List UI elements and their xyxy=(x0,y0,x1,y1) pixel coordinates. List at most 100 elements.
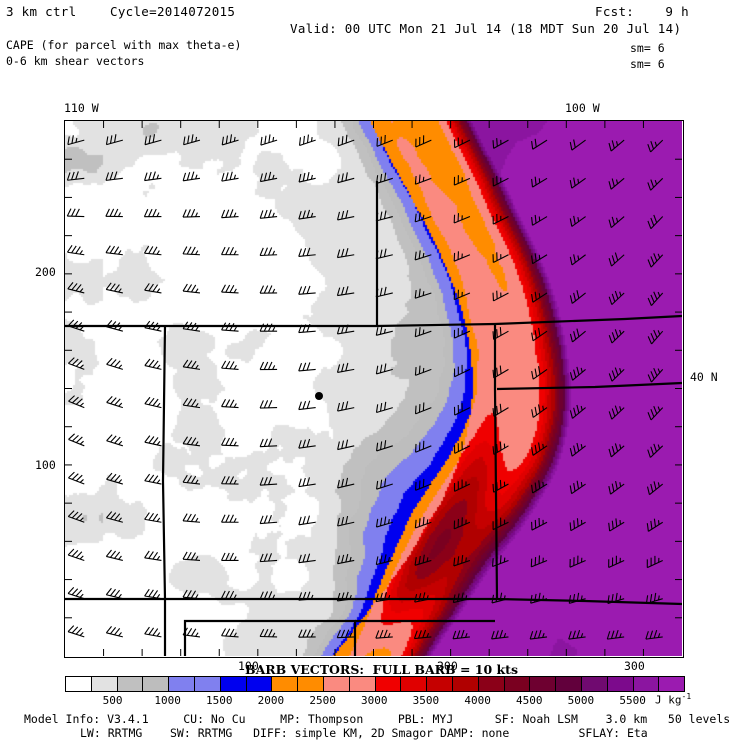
colorbar-cell-4 xyxy=(169,677,195,691)
wind-barb xyxy=(375,592,393,603)
cape-shaded-field xyxy=(65,121,682,656)
wind-barb xyxy=(531,291,548,303)
wind-barb xyxy=(182,208,200,218)
wind-barb xyxy=(221,246,239,256)
colorbar-cell-12 xyxy=(375,677,402,691)
wind-barb xyxy=(144,550,162,562)
colorbar-cell-22 xyxy=(633,677,660,691)
wind-barb xyxy=(336,324,355,335)
wind-barb xyxy=(608,139,625,152)
wind-barb xyxy=(453,554,471,567)
wind-barb xyxy=(182,627,201,638)
colorbar-cell-14 xyxy=(427,677,453,691)
wind-barb xyxy=(105,587,123,600)
wind-barb xyxy=(375,286,393,298)
wind-barb xyxy=(298,247,316,258)
state-border-3 xyxy=(493,324,499,600)
wind-barb xyxy=(647,329,664,345)
colorbar-cell-18 xyxy=(530,677,557,691)
wind-barb xyxy=(259,323,278,332)
wind-barb xyxy=(298,172,316,183)
colorbar-tick-3000: 3000 xyxy=(361,694,388,707)
wind-barb xyxy=(336,362,355,373)
wind-barb xyxy=(453,403,471,416)
wind-barb xyxy=(608,405,625,420)
wind-barb xyxy=(414,478,432,491)
wind-barb xyxy=(259,628,278,638)
wind-barb xyxy=(414,365,432,376)
wind-barb xyxy=(105,549,123,561)
wind-barb xyxy=(298,477,316,488)
wind-barb xyxy=(144,283,162,294)
wind-barb xyxy=(298,323,316,334)
colorbar-cell-17 xyxy=(504,677,531,691)
wind-barb xyxy=(453,517,471,530)
wind-barb xyxy=(531,138,548,150)
wind-barb xyxy=(106,320,123,332)
wind-barb xyxy=(492,138,509,149)
wind-barb xyxy=(608,290,625,306)
wind-barb xyxy=(144,245,162,256)
wind-barb xyxy=(492,327,509,340)
wind-barb xyxy=(182,474,201,485)
wind-barb xyxy=(336,248,355,259)
state-border-5 xyxy=(496,381,682,391)
colorbar-cell-5 xyxy=(194,677,221,691)
wind-barb xyxy=(647,291,664,306)
wind-barb xyxy=(298,629,316,638)
wind-barb xyxy=(415,135,432,148)
wind-barb xyxy=(376,478,393,490)
wind-barb xyxy=(531,442,548,456)
wind-barb xyxy=(531,253,548,265)
wind-barb xyxy=(569,254,586,266)
wind-barb xyxy=(453,137,471,149)
colorbar-cell-0 xyxy=(66,677,92,691)
wind-barb xyxy=(529,629,548,640)
wind-barb xyxy=(531,366,548,380)
station-marker[interactable] xyxy=(315,392,323,400)
wind-barb xyxy=(453,251,471,262)
wind-barb xyxy=(569,518,586,532)
wind-barb xyxy=(414,554,432,566)
wind-barb xyxy=(106,395,124,409)
wind-barb xyxy=(375,554,393,566)
wind-barb xyxy=(105,511,123,523)
wind-barb xyxy=(531,214,548,226)
wind-barb xyxy=(452,592,471,604)
wind-barb xyxy=(414,212,432,223)
colorbar-tick-1500: 1500 xyxy=(206,694,233,707)
cape-colorbar[interactable] xyxy=(65,676,685,692)
wind-barb xyxy=(337,134,355,147)
wind-barb xyxy=(144,134,162,146)
colorbar-tick-500: 500 xyxy=(102,694,123,707)
colorbar-cell-20 xyxy=(581,677,608,691)
wind-barb xyxy=(608,367,625,382)
state-border-8 xyxy=(161,325,167,600)
wind-barb xyxy=(531,327,548,342)
model-label: 3 km ctrl xyxy=(6,4,77,19)
wind-barb xyxy=(453,213,471,224)
forecast-map[interactable] xyxy=(64,120,684,658)
wind-barb xyxy=(182,246,200,256)
wind-barb xyxy=(569,555,586,568)
wind-barb xyxy=(647,214,664,230)
wind-barb xyxy=(376,172,393,184)
wind-barb xyxy=(144,588,162,600)
colorbar-tick-1000: 1000 xyxy=(154,694,181,707)
wind-barb xyxy=(144,626,162,638)
wind-barb xyxy=(492,365,509,379)
wind-barb xyxy=(182,436,201,447)
forecast-hour-label: Fcst: 9 h xyxy=(595,4,689,19)
wind-barb xyxy=(414,288,432,299)
wind-barb xyxy=(492,213,509,225)
wind-barb xyxy=(375,363,393,375)
wind-barb xyxy=(569,480,586,495)
colorbar-cell-9 xyxy=(298,677,324,691)
wind-barb xyxy=(569,215,586,227)
y-tick-label-100: 100 xyxy=(35,458,56,472)
wind-barb xyxy=(375,629,393,639)
colorbar-cell-8 xyxy=(272,677,299,691)
wind-barb xyxy=(67,282,85,294)
wind-barb xyxy=(66,208,85,218)
wind-barb xyxy=(259,209,278,219)
